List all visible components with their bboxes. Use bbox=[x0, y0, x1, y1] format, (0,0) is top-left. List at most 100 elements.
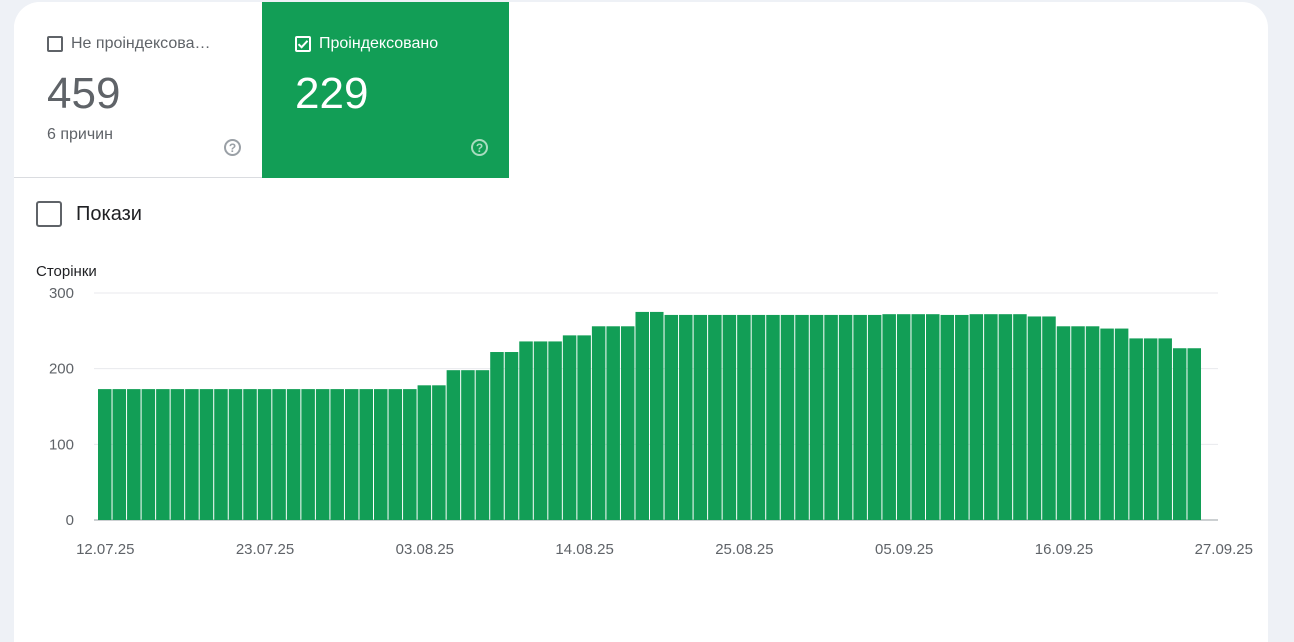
bar bbox=[562, 335, 577, 520]
bar bbox=[417, 385, 432, 520]
bar bbox=[156, 389, 170, 520]
bar bbox=[998, 314, 1013, 520]
bar bbox=[112, 389, 127, 520]
bar bbox=[911, 314, 925, 520]
tab-label: Проіндексовано bbox=[319, 35, 439, 52]
bar bbox=[1085, 326, 1100, 520]
bar bbox=[969, 314, 984, 520]
bar bbox=[446, 370, 461, 520]
bar bbox=[257, 389, 272, 520]
bar bbox=[620, 326, 635, 520]
bar bbox=[461, 370, 475, 520]
reasons-count: 6 причин bbox=[47, 126, 113, 143]
bar bbox=[882, 314, 896, 520]
bar bbox=[490, 352, 504, 520]
help-icon[interactable]: ? bbox=[471, 139, 488, 156]
bar bbox=[272, 389, 286, 520]
bar bbox=[679, 314, 693, 520]
bar bbox=[984, 314, 998, 520]
bar bbox=[824, 314, 838, 520]
bar bbox=[780, 314, 795, 520]
bar bbox=[1027, 316, 1042, 520]
bar bbox=[853, 314, 867, 520]
tab-header: Проіндексовано bbox=[295, 35, 438, 53]
bar bbox=[214, 389, 228, 520]
bar bbox=[315, 389, 330, 520]
bar bbox=[722, 314, 737, 520]
bar bbox=[344, 389, 359, 520]
bar bbox=[1143, 338, 1158, 520]
bar bbox=[838, 314, 853, 520]
bar bbox=[475, 370, 490, 520]
impressions-toggle[interactable]: Покази bbox=[36, 201, 142, 227]
bar bbox=[533, 341, 548, 520]
bar bbox=[185, 389, 199, 520]
tab-indexed[interactable]: Проіндексовано 229 ? bbox=[262, 2, 509, 178]
bar bbox=[127, 389, 141, 520]
bar bbox=[228, 389, 243, 520]
y-tick-label: 200 bbox=[49, 361, 74, 378]
indexed-pages-chart: Сторінки 0 100 200 300 12.07.25 23.07.25 03.08.… bbox=[36, 263, 1253, 558]
help-icon[interactable]: ? bbox=[224, 139, 241, 156]
impressions-label: Покази bbox=[76, 202, 142, 225]
bar bbox=[432, 385, 446, 520]
impressions-checkbox[interactable] bbox=[36, 201, 62, 227]
bar bbox=[1013, 314, 1027, 520]
bar bbox=[286, 389, 301, 520]
bar bbox=[926, 314, 940, 520]
bar bbox=[1071, 326, 1085, 520]
bar bbox=[170, 389, 185, 520]
x-tick-label: 25.08.25 bbox=[715, 541, 773, 558]
x-tick-label: 23.07.25 bbox=[236, 541, 294, 558]
bar bbox=[591, 326, 606, 520]
bar bbox=[635, 311, 649, 520]
x-tick-label: 05.09.25 bbox=[875, 541, 933, 558]
y-tick-label: 300 bbox=[49, 285, 74, 302]
bar bbox=[1158, 338, 1172, 520]
x-tick-label: 16.09.25 bbox=[1035, 541, 1093, 558]
bar bbox=[1187, 348, 1201, 520]
not-indexed-count: 459 bbox=[47, 69, 121, 118]
bar bbox=[1042, 316, 1056, 520]
not-indexed-checkbox[interactable] bbox=[47, 36, 63, 52]
x-tick-label: 14.08.25 bbox=[555, 541, 613, 558]
bar bbox=[577, 335, 591, 520]
bar bbox=[737, 314, 751, 520]
y-tick-label: 0 bbox=[66, 512, 74, 529]
bar bbox=[388, 389, 403, 520]
bar bbox=[766, 314, 780, 520]
bar bbox=[301, 389, 315, 520]
indexed-count: 229 bbox=[295, 69, 369, 118]
bar bbox=[708, 314, 722, 520]
x-tick-label: 12.07.25 bbox=[76, 541, 134, 558]
coverage-card: Не проіндексова… 459 6 причин ? Проіндек… bbox=[14, 2, 1268, 642]
bar bbox=[403, 389, 417, 520]
bar bbox=[98, 389, 112, 520]
bar bbox=[795, 314, 809, 520]
bar bbox=[751, 314, 766, 520]
bar bbox=[1172, 348, 1187, 520]
indexed-checkbox[interactable] bbox=[295, 36, 311, 52]
bar bbox=[243, 389, 257, 520]
bar bbox=[809, 314, 824, 520]
bar bbox=[548, 341, 562, 520]
bar bbox=[199, 389, 214, 520]
bar bbox=[664, 314, 679, 520]
bar bbox=[867, 314, 882, 520]
checkmark-icon bbox=[297, 40, 309, 49]
tab-not-indexed[interactable]: Не проіндексова… 459 6 причин ? bbox=[14, 2, 262, 178]
y-axis-title: Сторінки bbox=[36, 263, 97, 280]
y-tick-label: 100 bbox=[49, 436, 74, 453]
bar bbox=[650, 311, 664, 520]
bar bbox=[896, 314, 911, 520]
bar bbox=[504, 352, 519, 520]
bar bbox=[606, 326, 620, 520]
bar bbox=[359, 389, 373, 520]
bar bbox=[1100, 328, 1114, 520]
bar bbox=[955, 314, 969, 520]
bar bbox=[374, 389, 388, 520]
bar bbox=[141, 389, 156, 520]
bar bbox=[1114, 328, 1129, 520]
bar bbox=[1056, 326, 1071, 520]
bar bbox=[693, 314, 708, 520]
